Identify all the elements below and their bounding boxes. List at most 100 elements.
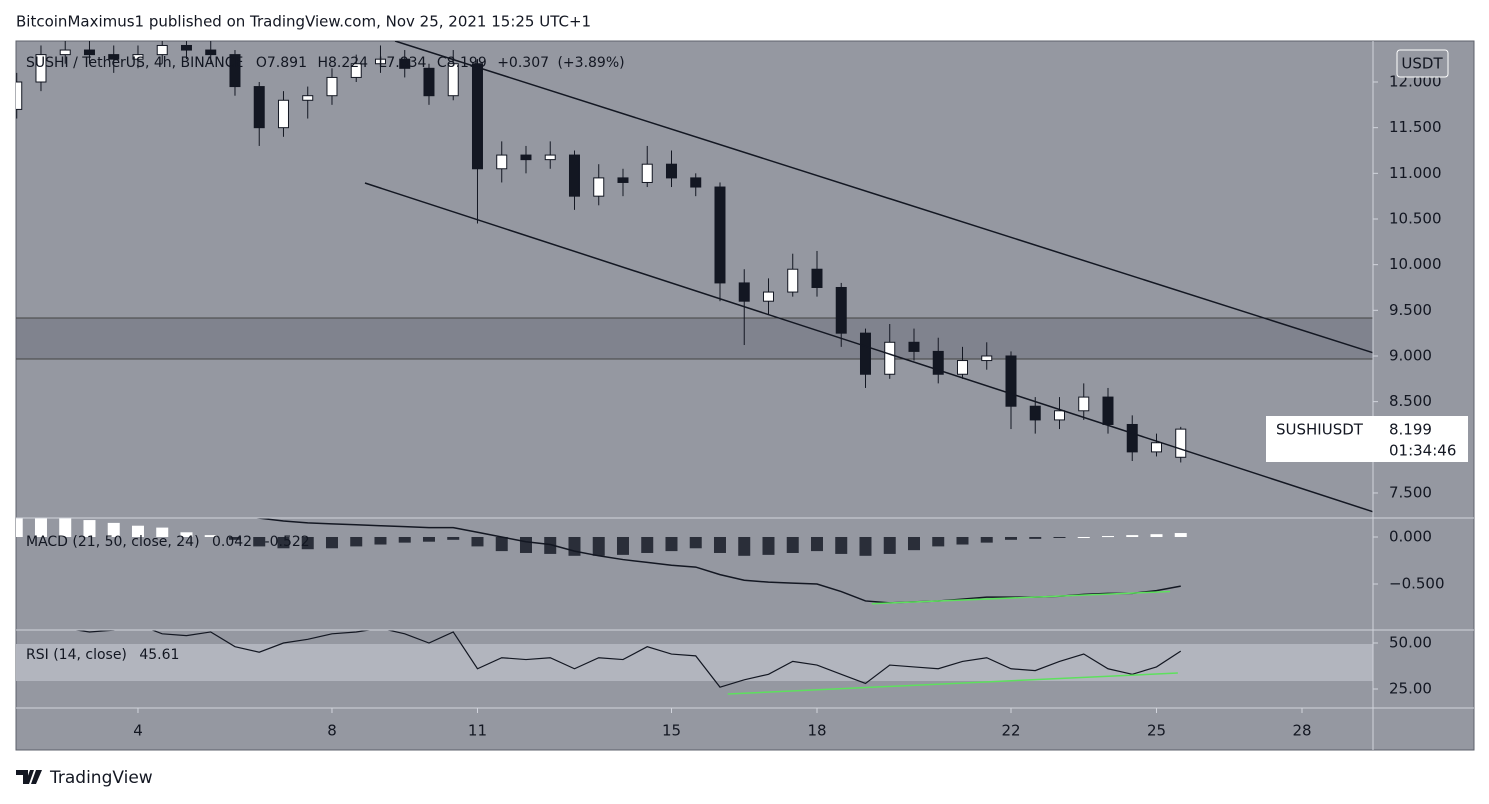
candle-body: [859, 332, 871, 375]
rsi-band: [16, 644, 1373, 681]
legend-value: 7.834: [386, 55, 426, 71]
macd-histogram-bar: [519, 536, 532, 553]
y-tick-label: 11.500: [1389, 118, 1442, 136]
y-tick-label: 50.00: [1389, 634, 1432, 652]
legend-value: 8.199: [447, 55, 487, 71]
macd-histogram-bar: [738, 536, 751, 556]
indicator-name: MACD (21, 50, close, 24): [26, 534, 200, 550]
price-tag-value: 8.199: [1389, 421, 1432, 439]
y-tick-label: 9.000: [1389, 346, 1432, 364]
channel-line: [394, 41, 1373, 354]
macd-histogram-bar: [422, 536, 435, 542]
legend-label: C: [437, 55, 447, 71]
legend-label: O: [256, 55, 267, 71]
candle-body: [981, 355, 993, 362]
candle-body: [593, 177, 605, 197]
macd-histogram-bar: [16, 518, 23, 537]
macd-histogram-bar: [616, 536, 629, 555]
macd-histogram-bar: [180, 532, 193, 537]
candle-body: [641, 163, 653, 183]
candle-body: [908, 341, 920, 352]
zone: [16, 317, 1373, 359]
candle-body: [229, 54, 241, 88]
rsi-pane: [72, 630, 1182, 695]
y-tick-label: −0.500: [1389, 575, 1445, 593]
macd-histogram-bar: [689, 536, 702, 549]
candle-body: [59, 49, 71, 56]
candle-body: [884, 341, 896, 375]
macd-histogram-bar: [447, 536, 460, 540]
macd-histogram-bar: [301, 536, 314, 550]
macd-histogram-bar: [204, 535, 217, 537]
legend: SUSHI / TetherUS, 4h, BINANCE O7.891 H8.…: [26, 55, 625, 71]
candle-body: [1150, 442, 1162, 453]
macd-histogram-bar: [762, 536, 775, 555]
y-tick-label: 10.000: [1389, 255, 1442, 273]
y-tick-label: 7.500: [1389, 483, 1432, 501]
macd-histogram-bar: [34, 518, 47, 537]
macd-histogram-bar: [544, 536, 557, 554]
y-tick-label: 9.500: [1389, 301, 1432, 319]
candle-body: [374, 58, 386, 65]
candle-body: [617, 177, 629, 183]
candle-body: [471, 63, 483, 170]
candle-body: [447, 63, 459, 97]
macd-histogram-bar: [859, 536, 872, 556]
candle-body: [35, 54, 47, 83]
macd-histogram-bar: [277, 536, 290, 549]
macd-histogram-bar: [713, 536, 726, 553]
macd-histogram-bar: [228, 536, 241, 540]
macd-histogram-bar: [883, 536, 896, 554]
macd-histogram-bar: [107, 522, 120, 537]
macd-histogram-bar: [641, 536, 654, 553]
indicator-name: RSI (14, close): [26, 647, 127, 663]
y-tick-label: 10.500: [1389, 209, 1442, 227]
candle-body: [932, 350, 944, 375]
macd-histogram-bar: [1029, 536, 1042, 539]
macd-histogram-bar: [1174, 533, 1187, 537]
macd-histogram-bar: [495, 536, 508, 552]
candle-body: [350, 63, 362, 78]
macd-histogram-bar: [786, 536, 799, 553]
candle-body: [253, 86, 265, 129]
candle-body: [544, 154, 556, 161]
macd-histogram-bar: [835, 536, 848, 554]
macd-histogram-bar: [83, 520, 96, 537]
price-pane: [16, 41, 1373, 513]
macd-histogram-bar: [156, 527, 169, 537]
candle-body: [277, 99, 289, 129]
change: +0.307: [497, 55, 549, 71]
macd-histogram-bar: [350, 536, 363, 547]
candle-body: [83, 49, 95, 56]
candle-body: [811, 268, 823, 288]
candle-body: [738, 282, 750, 302]
price-tag-label: SUSHIUSDT: [1276, 421, 1364, 439]
x-tick-label: 18: [807, 722, 826, 740]
legend-label: H: [317, 55, 328, 71]
macd-histogram-bar: [374, 536, 387, 545]
macd-histogram-bar: [810, 536, 823, 552]
candle-body: [423, 67, 435, 97]
axes: 7.5008.0008.5009.0009.50010.00010.50011.…: [133, 73, 1444, 740]
header: BitcoinMaximus1 published on TradingView…: [16, 13, 591, 31]
macd-histogram-bar: [131, 525, 144, 537]
candle-body: [762, 291, 774, 302]
currency: USDT: [1401, 55, 1443, 73]
legend-label: L: [379, 55, 387, 71]
y-tick-label: 8.500: [1389, 392, 1432, 410]
footer-brand: TradingView: [49, 768, 153, 788]
candle-body: [1078, 396, 1090, 412]
candle-body: [665, 163, 677, 179]
divergence-line: [727, 672, 1178, 695]
change-pct: (+3.89%): [557, 55, 624, 71]
candle-body: [520, 154, 532, 161]
macd-histogram-bar: [471, 536, 484, 547]
candle-body: [956, 360, 968, 375]
candle-body: [1126, 423, 1138, 453]
macd-histogram-bar: [665, 536, 678, 552]
macd-histogram-bar: [1053, 536, 1066, 538]
macd-histogram-bar: [398, 536, 411, 543]
candle-body: [787, 268, 799, 293]
y-tick-label: 11.000: [1389, 164, 1442, 182]
